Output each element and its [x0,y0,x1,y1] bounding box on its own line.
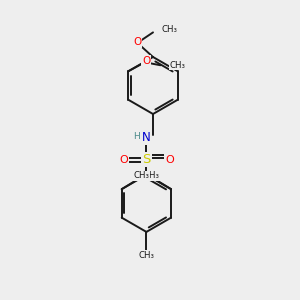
Text: S: S [142,153,151,167]
Text: O: O [133,37,141,47]
Text: N: N [142,131,151,144]
Text: O: O [165,155,174,165]
Text: CH₃: CH₃ [162,26,178,34]
Text: CH₃: CH₃ [143,171,159,180]
Text: O: O [142,56,150,66]
Text: CH₃: CH₃ [138,251,154,260]
Text: O: O [119,155,128,165]
Text: CH₃: CH₃ [169,61,185,70]
Text: CH₃: CH₃ [134,171,149,180]
Text: H: H [134,132,140,141]
